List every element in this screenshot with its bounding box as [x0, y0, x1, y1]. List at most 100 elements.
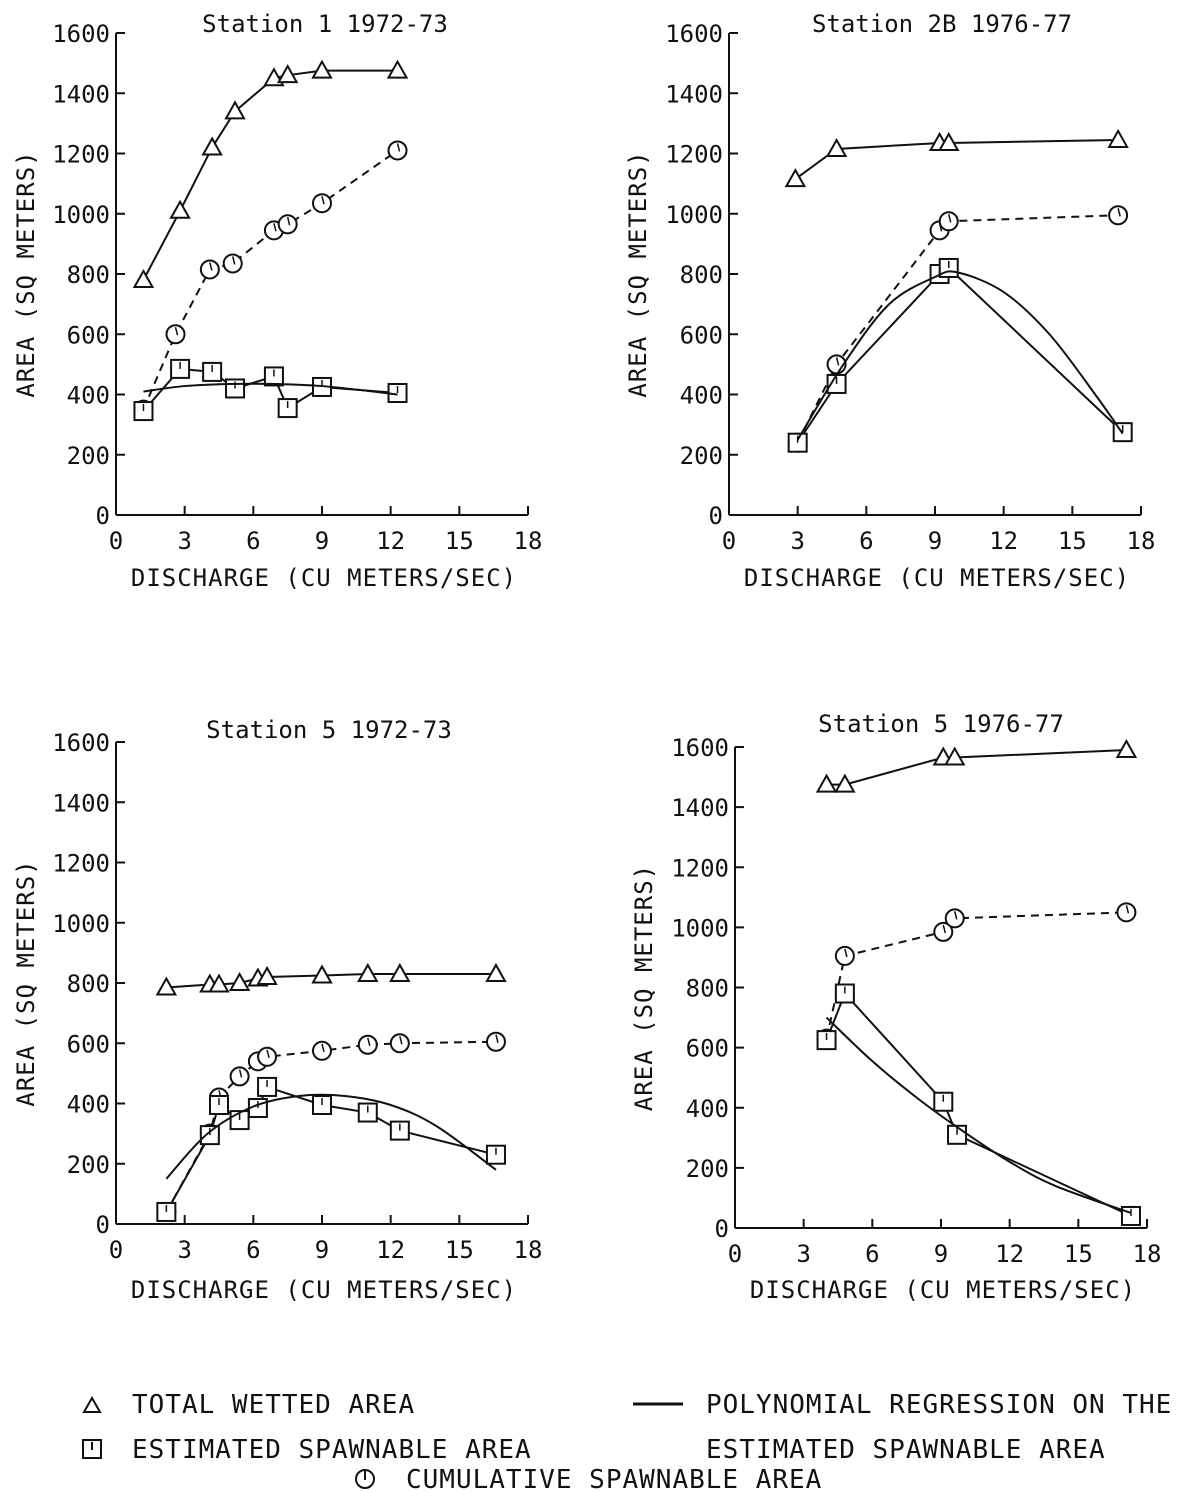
x-tick-label: 0: [728, 1240, 742, 1268]
y-tick-label: 1400: [665, 80, 723, 108]
y-tick-label: 0: [709, 502, 723, 530]
x-tick-label: 6: [246, 1236, 260, 1264]
x-tick-label: 9: [315, 1236, 329, 1264]
cumulative-point-circle-tick: [844, 948, 848, 958]
y-tick-label: 400: [67, 382, 110, 410]
total-point-triangle: [224, 100, 246, 120]
y-axis-label: AREA (SQ METERS): [630, 864, 658, 1111]
cumulative-point-circle: [312, 193, 332, 214]
series-regression: [825, 1016, 1132, 1214]
total-point-triangle: [256, 965, 278, 985]
x-tick-label: 9: [928, 527, 942, 555]
cumulative-point-circle-tick: [232, 256, 236, 265]
total-point-triangle: [485, 962, 507, 982]
spawnable-line: [796, 266, 1124, 444]
y-tick-label: 800: [67, 970, 110, 998]
y-tick-label: 200: [67, 1151, 110, 1179]
series-spawnable: [816, 983, 1141, 1226]
x-tick-label: 9: [934, 1240, 948, 1268]
series-total: [155, 962, 507, 996]
chart-title: Station 5 1976-77: [818, 710, 1064, 738]
legend-label-spawnable: ESTIMATED SPAWNABLE AREA: [132, 1435, 532, 1465]
total-point-triangle: [389, 962, 411, 982]
y-tick-label: 1600: [52, 729, 110, 757]
legend-item-cumulative: CUMULATIVE SPAWNABLE AREA: [355, 1465, 821, 1491]
total-point-triangle: [201, 136, 223, 156]
regression-curve: [796, 270, 1124, 441]
y-tick-label: 400: [686, 1095, 729, 1123]
cumulative-point-circle: [1116, 902, 1137, 923]
total-line: [794, 138, 1119, 180]
x-tick-label: 0: [109, 527, 123, 555]
total-point-triangle: [825, 137, 848, 157]
x-axis-label: DISCHARGE (CU METERS/SEC): [750, 1276, 1136, 1304]
spawnable-line: [165, 1085, 497, 1213]
y-axis-label: AREA (SQ METERS): [624, 150, 652, 397]
total-point-triangle: [276, 64, 299, 84]
regression-curve: [825, 1016, 1132, 1214]
y-tick-label: 1000: [665, 201, 723, 229]
series-total: [132, 59, 409, 289]
x-tick-label: 15: [1064, 1240, 1093, 1268]
x-tick-label: 6: [246, 527, 260, 555]
cumulative-point-circle-tick: [321, 196, 325, 205]
series-cumulative: [787, 205, 1129, 453]
cumulative-point-circle-tick: [399, 1036, 403, 1045]
legend-label-regression-2: ESTIMATED SPAWNABLE AREA: [706, 1435, 1106, 1465]
cumulative-point-circle-tick: [266, 1049, 270, 1058]
cumulative-point-circle-tick: [396, 143, 401, 152]
y-tick-label: 0: [96, 502, 110, 530]
total-point-triangle: [169, 199, 191, 219]
cumulative-point-circle: [357, 1034, 378, 1055]
cumulative-point-circle-tick: [495, 1034, 499, 1043]
cumulative-point-circle-tick: [273, 223, 277, 232]
cumulative-point-circle: [222, 253, 243, 274]
cumulative-point-circle-tick: [174, 327, 179, 336]
y-tick-label: 1600: [52, 20, 110, 48]
x-tick-label: 3: [177, 1236, 191, 1264]
x-tick-label: 12: [989, 527, 1018, 555]
x-tick-label: 15: [445, 527, 474, 555]
series-regression: [143, 382, 398, 396]
cumulative-point-circle: [277, 214, 298, 235]
chart-panel-4: Station 5 1976-77 0 200 400 600 800 1000 1200 14…: [630, 710, 1161, 1304]
cumulative-point-circle: [387, 140, 408, 161]
total-point-triangle: [155, 976, 178, 996]
cumulative-point-circle: [933, 921, 954, 942]
y-tick-label: 400: [680, 382, 723, 410]
series-total: [815, 738, 1138, 793]
cumulative-point-circle-tick: [942, 924, 947, 934]
x-tick-label: 3: [790, 527, 804, 555]
x-tick-label: 12: [376, 527, 405, 555]
series-cumulative: [816, 902, 1137, 1049]
x-tick-label: 18: [1127, 527, 1156, 555]
chart-panel-1: Station 1 1972-73 0 200 400 600 800 1000 1200 14…: [12, 10, 542, 592]
total-point-triangle: [228, 971, 251, 991]
y-tick-label: 800: [686, 975, 729, 1003]
x-tick-label: 6: [865, 1240, 879, 1268]
x-tick-label: 12: [995, 1240, 1024, 1268]
cumulative-point-circle-tick: [1117, 208, 1121, 217]
y-tick-label: 1200: [52, 141, 110, 169]
chart-title: Station 1 1972-73: [202, 10, 448, 38]
x-axis-label: DISCHARGE (CU METERS/SEC): [744, 564, 1130, 592]
total-point-triangle: [834, 773, 856, 793]
y-tick-label: 800: [680, 261, 723, 289]
legend: TOTAL WETTED AREA ESTIMATED SPAWNABLE AR…: [82, 1390, 1171, 1491]
chart-title: Station 2B 1976-77: [812, 10, 1072, 38]
y-tick-label: 1600: [665, 20, 723, 48]
series-regression: [796, 270, 1124, 441]
cumulative-point-circle: [199, 259, 220, 280]
x-axis-label: DISCHARGE (CU METERS/SEC): [131, 564, 517, 592]
y-tick-label: 1200: [671, 854, 729, 882]
cumulative-point-circle-tick: [238, 1069, 243, 1078]
total-point-triangle: [311, 964, 333, 984]
cumulative-point-circle-tick: [948, 214, 952, 223]
y-tick-label: 1000: [671, 914, 729, 942]
cumulative-point-circle: [944, 908, 965, 929]
cumulative-point-circle: [165, 324, 186, 345]
total-point-triangle: [357, 962, 379, 982]
y-tick-label: 1000: [52, 910, 110, 938]
cumulative-point-circle-tick: [286, 217, 291, 226]
